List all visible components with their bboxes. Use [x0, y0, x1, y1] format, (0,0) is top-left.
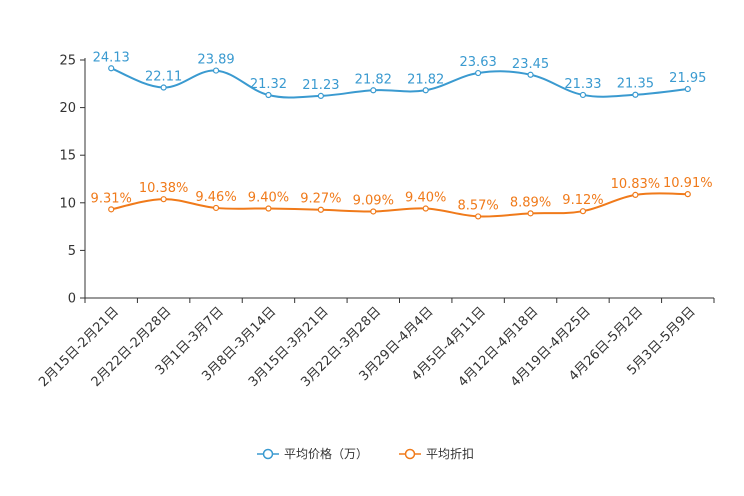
data-point [160, 196, 167, 203]
data-point [422, 205, 429, 212]
data-label: 8.57% [457, 198, 498, 213]
data-label: 21.82 [355, 72, 392, 87]
legend-label-2: 平均折扣 [426, 446, 474, 461]
data-label: 9.31% [91, 191, 132, 206]
data-label: 21.23 [302, 78, 339, 93]
data-label: 9.46% [195, 190, 236, 205]
data-point [265, 205, 272, 212]
data-point [370, 87, 377, 94]
legend-marker-1 [262, 448, 274, 460]
data-label: 21.35 [617, 77, 654, 92]
data-label: 9.12% [562, 193, 603, 208]
y-tick-label: 20 [59, 101, 76, 116]
data-point [317, 206, 324, 213]
legend-label-1: 平均价格（万） [284, 446, 368, 461]
data-label: 21.32 [250, 77, 287, 92]
data-label: 24.13 [93, 50, 130, 65]
data-point [579, 91, 587, 99]
data-point [632, 91, 639, 98]
data-label: 22.11 [145, 70, 182, 85]
data-label: 9.09% [353, 193, 394, 208]
data-point [317, 92, 324, 99]
data-point [212, 67, 220, 74]
data-point [422, 87, 429, 94]
data-point [684, 85, 691, 93]
data-point [160, 84, 167, 91]
data-label: 9.27% [300, 192, 341, 207]
data-label: 10.83% [611, 177, 661, 192]
data-label: 23.45 [512, 57, 549, 72]
series-line-1 [110, 67, 688, 99]
data-label: 21.82 [407, 72, 444, 87]
data-label: 23.63 [460, 55, 497, 70]
data-point [475, 69, 482, 77]
data-point [527, 210, 534, 217]
data-point [579, 208, 587, 215]
data-label: 10.38% [139, 181, 189, 196]
y-tick-label: 15 [59, 149, 76, 164]
y-tick-label: 0 [68, 292, 76, 307]
data-point [108, 65, 115, 72]
data-label: 21.95 [669, 71, 706, 86]
data-point [265, 91, 272, 99]
data-label: 21.33 [564, 77, 601, 92]
y-tick-label: 10 [59, 196, 76, 211]
data-point [475, 213, 482, 220]
y-tick-label: 25 [59, 54, 76, 69]
data-point [632, 191, 639, 198]
data-label: 23.89 [197, 53, 234, 68]
data-label: 9.40% [405, 191, 446, 206]
data-label: 9.40% [248, 191, 289, 206]
series-line-2 [111, 192, 688, 218]
y-tick-label: 5 [68, 244, 76, 259]
data-point [108, 206, 115, 213]
data-point [527, 71, 534, 78]
data-point [370, 208, 377, 215]
data-point [684, 191, 691, 198]
data-label: 8.89% [510, 195, 551, 210]
data-label: 10.91% [663, 176, 713, 191]
legend-marker-2 [404, 448, 416, 460]
data-point [212, 204, 220, 212]
